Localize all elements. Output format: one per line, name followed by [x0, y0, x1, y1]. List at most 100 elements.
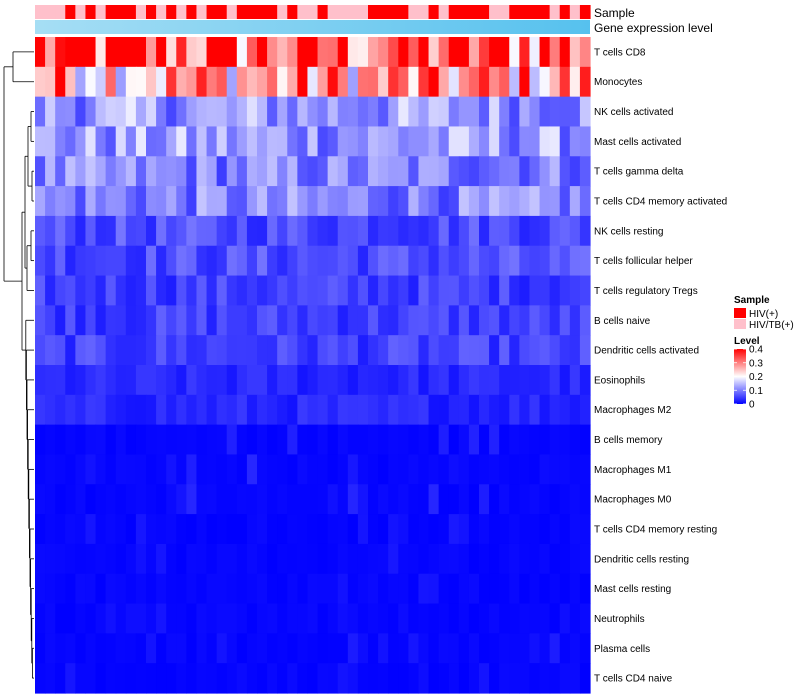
heatmap-cell	[398, 663, 409, 694]
heatmap-cell	[317, 215, 329, 247]
heatmap-cell	[398, 454, 409, 485]
level-tick-label: 0.3	[749, 358, 763, 369]
heatmap-cell	[448, 663, 460, 694]
heatmap-cell	[35, 514, 46, 545]
heatmap-cell	[559, 633, 571, 664]
heatmap-cell	[277, 394, 288, 426]
heatmap-cell	[105, 37, 117, 68]
level-tick-label: 0.1	[749, 386, 763, 397]
heatmap-cell	[277, 543, 288, 575]
heatmap-cell	[176, 186, 187, 217]
heatmap-cell	[85, 37, 97, 68]
heatmap-cell	[579, 424, 591, 456]
heatmap-cell	[55, 186, 66, 217]
heatmap-cell	[85, 484, 97, 515]
heatmap-cell	[489, 573, 500, 605]
heatmap-cell	[549, 365, 561, 396]
heatmap-cell	[317, 37, 329, 68]
heatmap-cell	[549, 126, 561, 157]
heatmap-cell	[378, 245, 389, 277]
heatmap-cell	[559, 126, 571, 157]
sample-annotation-cell	[317, 5, 329, 19]
heatmap-cell	[368, 454, 379, 485]
heatmap-cell	[236, 514, 248, 545]
heatmap-cell	[105, 603, 117, 634]
heatmap-cell	[196, 573, 208, 605]
heatmap-cell	[146, 37, 157, 68]
heatmap-cell	[388, 514, 399, 545]
heatmap-cell	[327, 454, 339, 485]
heatmap-cell	[569, 126, 581, 157]
heatmap-cell	[438, 603, 450, 634]
heatmap-cell	[55, 37, 66, 68]
heatmap-cell	[166, 275, 177, 306]
heatmap-cell	[408, 66, 420, 98]
heatmap-cell	[519, 186, 531, 217]
heatmap-cell	[156, 543, 167, 575]
heatmap-cell	[579, 573, 591, 605]
heatmap-cell	[559, 66, 571, 98]
heatmap-cell	[438, 633, 450, 664]
heatmap-cell	[569, 454, 581, 485]
heatmap-cell	[307, 573, 319, 605]
heatmap-cell	[438, 275, 450, 306]
row-label: T cells CD8	[594, 47, 646, 58]
row-label: Macrophages M1	[594, 465, 672, 476]
heatmap-cell	[479, 663, 490, 694]
heatmap-cell	[45, 37, 56, 68]
heatmap-cell	[297, 335, 309, 366]
heatmap-cell	[529, 424, 541, 456]
row-label: B cells naive	[594, 316, 651, 327]
heatmap-cell	[529, 37, 541, 68]
heatmap-cell	[115, 186, 127, 217]
heatmap-cell	[468, 96, 480, 128]
heatmap-cell	[267, 37, 278, 68]
sample-annotation-cell	[579, 5, 591, 19]
heatmap-cell	[559, 335, 571, 366]
heatmap-cell	[287, 186, 298, 217]
heatmap-cell	[418, 484, 430, 515]
heatmap-cell	[307, 603, 319, 634]
heatmap-cell	[146, 573, 157, 605]
heatmap-cell	[479, 275, 490, 306]
heatmap-cell	[246, 633, 258, 664]
sample-annotation-cell	[337, 5, 349, 19]
heatmap-cell	[317, 633, 329, 664]
heatmap-cell	[398, 603, 409, 634]
heatmap-cell	[75, 514, 87, 545]
heatmap-cell	[135, 66, 147, 98]
heatmap-cell	[226, 275, 238, 306]
heatmap-cell	[267, 335, 278, 366]
heatmap-cell	[337, 394, 349, 426]
heatmap-cell	[428, 394, 440, 426]
heatmap-cell	[489, 633, 500, 664]
heatmap-cell	[458, 305, 470, 336]
heatmap-cell	[569, 514, 581, 545]
heatmap-cell	[549, 37, 561, 68]
heatmap-cell	[579, 514, 591, 545]
heatmap-cell	[368, 186, 379, 217]
row-label: T cells CD4 memory activated	[594, 197, 727, 208]
heatmap-cell	[519, 245, 531, 277]
heatmap-cell	[216, 245, 228, 277]
heatmap-cell	[357, 245, 369, 277]
heatmap-cell	[45, 573, 56, 605]
heatmap-cell	[368, 335, 379, 366]
heatmap-cell	[479, 394, 490, 426]
heatmap-cell	[257, 305, 268, 336]
heatmap-cell	[226, 126, 238, 157]
heatmap-cell	[246, 156, 258, 187]
heatmap-cell	[156, 126, 167, 157]
heatmap-cell	[85, 66, 97, 98]
heatmap-cell	[549, 186, 561, 217]
heatmap-cell	[277, 365, 288, 396]
heatmap-cell	[65, 186, 76, 217]
heatmap-cell	[125, 573, 137, 605]
heatmap-cell	[85, 454, 97, 485]
heatmap-cell	[307, 37, 319, 68]
heatmap-cell	[216, 365, 228, 396]
heatmap-cell	[226, 663, 238, 694]
heatmap-cell	[388, 66, 399, 98]
heatmap-cell	[428, 186, 440, 217]
heatmap-cell	[297, 663, 309, 694]
